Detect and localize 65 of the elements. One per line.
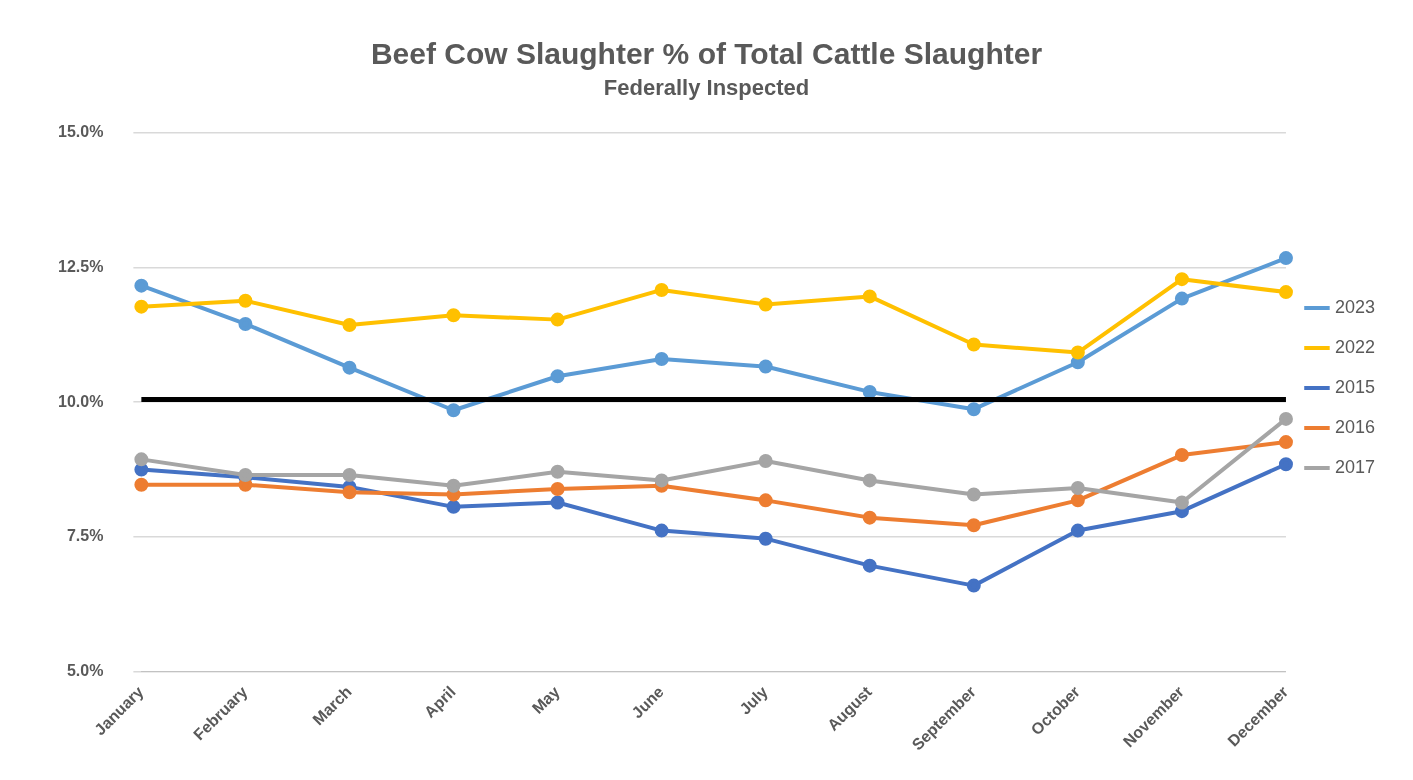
point <box>862 384 877 399</box>
point <box>758 453 773 468</box>
point <box>966 337 981 352</box>
legend-label: 2023 <box>1334 296 1375 317</box>
point <box>1278 457 1293 472</box>
y-tick-label: 10.0% <box>57 392 104 410</box>
point <box>758 493 773 508</box>
y-tick-label: 7.5% <box>66 527 104 545</box>
x-tick-label: May <box>528 682 563 717</box>
point <box>134 278 149 293</box>
point <box>342 318 357 333</box>
point <box>862 289 877 304</box>
point <box>654 473 669 488</box>
point <box>1278 285 1293 300</box>
point <box>1278 411 1293 426</box>
point <box>654 282 669 297</box>
chart-title: Beef Cow Slaughter % of Total Cattle Slaughter <box>370 37 1043 71</box>
point <box>654 352 669 367</box>
point <box>758 359 773 374</box>
y-tick-label: 12.5% <box>57 257 104 275</box>
point <box>966 578 981 593</box>
point <box>862 473 877 488</box>
legend-label: 2015 <box>1334 376 1375 397</box>
point <box>446 308 461 323</box>
x-tick-label: July <box>736 682 771 718</box>
point <box>342 468 357 483</box>
point <box>1278 435 1293 450</box>
point <box>550 464 565 479</box>
point <box>238 316 253 331</box>
point <box>1278 251 1293 266</box>
point <box>238 293 253 308</box>
point <box>1174 495 1189 510</box>
legend-label: 2017 <box>1334 456 1375 477</box>
point <box>446 478 461 493</box>
point <box>862 510 877 525</box>
point <box>550 495 565 510</box>
point <box>342 360 357 375</box>
point <box>550 369 565 384</box>
point <box>446 403 461 418</box>
point <box>550 482 565 497</box>
legend-label: 2022 <box>1334 336 1375 357</box>
point <box>758 297 773 312</box>
point <box>966 402 981 417</box>
point <box>654 523 669 538</box>
point <box>1174 272 1189 287</box>
point <box>758 531 773 546</box>
point <box>134 299 149 314</box>
point <box>966 487 981 502</box>
point <box>550 312 565 327</box>
point <box>862 558 877 573</box>
point <box>1174 448 1189 463</box>
point <box>1070 523 1085 538</box>
point <box>134 452 149 467</box>
point <box>1070 345 1085 360</box>
y-tick-label: 15.0% <box>57 122 104 140</box>
point <box>1070 493 1085 508</box>
point <box>966 518 981 533</box>
point <box>342 485 357 500</box>
chart-subtitle: Federally Inspected <box>603 75 810 101</box>
point <box>1070 480 1085 495</box>
legend-label: 2016 <box>1334 416 1375 437</box>
point <box>1174 291 1189 306</box>
point <box>134 477 149 492</box>
point <box>446 499 461 514</box>
y-tick-label: 5.0% <box>66 662 104 680</box>
